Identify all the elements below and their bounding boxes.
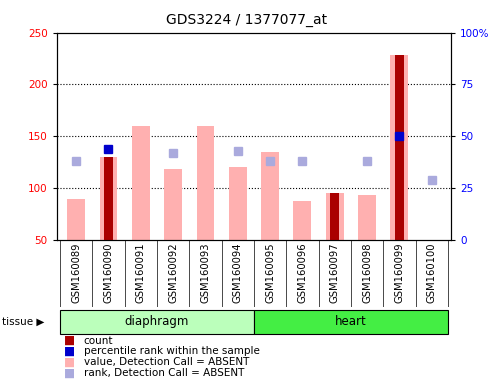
Text: GSM160090: GSM160090 [104,242,113,303]
Bar [330,194,339,240]
Bar [229,167,246,240]
Bar [358,195,376,240]
Bar [395,55,404,240]
Text: value, Detection Call = ABSENT: value, Detection Call = ABSENT [84,357,249,367]
Text: count: count [84,336,113,346]
Bar [132,126,150,240]
Text: GSM160093: GSM160093 [200,242,211,303]
Text: GSM160092: GSM160092 [168,242,178,303]
Text: GSM160091: GSM160091 [136,242,146,303]
Bar [67,199,85,240]
Text: GSM160089: GSM160089 [71,242,81,303]
Bar [60,310,254,334]
Text: GSM160100: GSM160100 [427,242,437,303]
Bar [100,157,117,240]
Text: ■: ■ [64,356,75,369]
Bar [254,310,448,334]
Text: GSM160099: GSM160099 [394,242,404,303]
Text: GSM160095: GSM160095 [265,242,275,303]
Bar [197,126,214,240]
Text: rank, Detection Call = ABSENT: rank, Detection Call = ABSENT [84,368,244,378]
Text: diaphragm: diaphragm [125,315,189,328]
Text: heart: heart [335,315,367,328]
Text: ■: ■ [64,366,75,379]
Text: GDS3224 / 1377077_at: GDS3224 / 1377077_at [166,13,327,27]
Bar [390,55,408,240]
Text: ■: ■ [64,334,75,347]
Text: GSM160097: GSM160097 [330,242,340,303]
Bar [261,152,279,240]
Text: GSM160098: GSM160098 [362,242,372,303]
Bar [427,240,436,289]
Text: tissue ▶: tissue ▶ [2,316,45,327]
Bar [326,194,344,240]
Text: percentile rank within the sample: percentile rank within the sample [84,346,260,356]
Text: GSM160094: GSM160094 [233,242,243,303]
Bar [164,169,182,240]
Bar [293,200,311,240]
Text: ■: ■ [64,345,75,358]
Text: GSM160096: GSM160096 [297,242,308,303]
Bar [104,157,113,240]
